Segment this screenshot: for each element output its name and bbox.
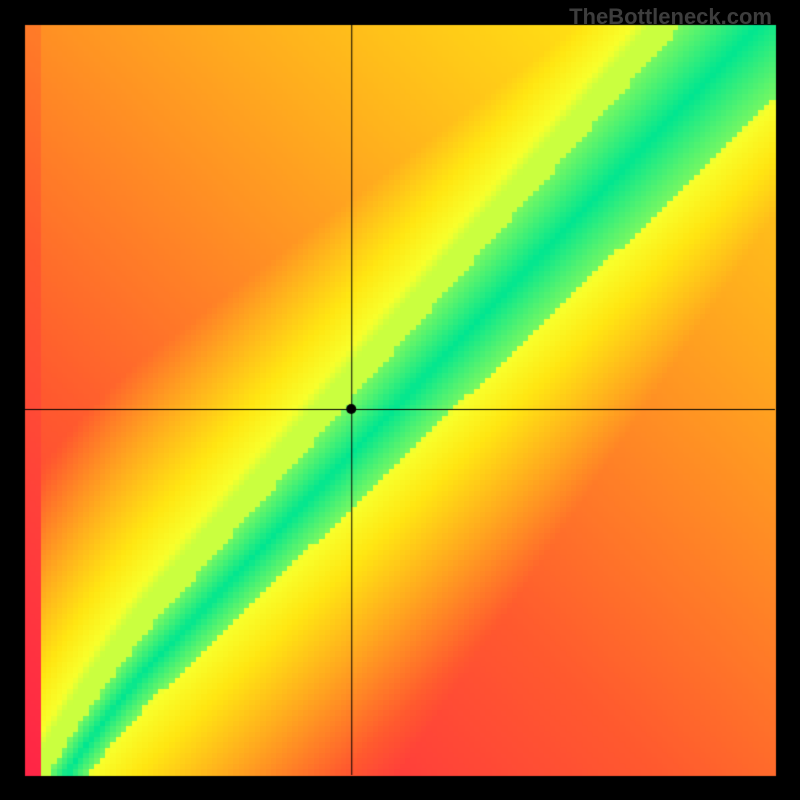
chart-container: TheBottleneck.com <box>0 0 800 800</box>
bottleneck-heatmap <box>0 0 800 800</box>
watermark-text: TheBottleneck.com <box>569 4 772 30</box>
